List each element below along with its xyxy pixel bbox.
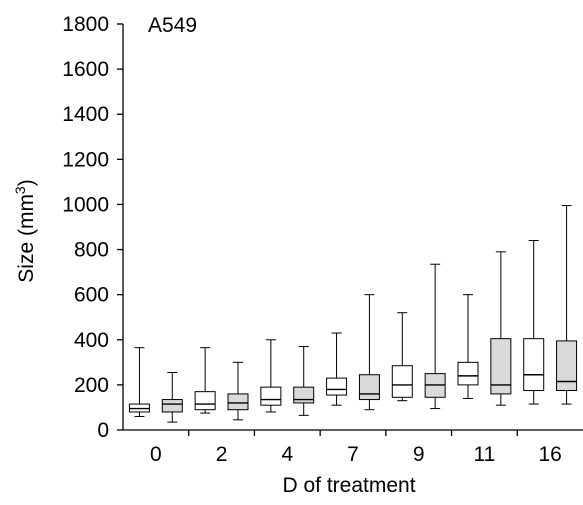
y-tick-label: 1600 <box>62 58 109 81</box>
y-ticks: 0 200 400 600 800 1000 1200 1400 1600 1800 <box>62 13 123 442</box>
box-iqr <box>457 361 479 386</box>
box-day-7-white <box>326 332 348 406</box>
y-axis-title-text: Size (mm <box>15 194 38 283</box>
panel-label: A549 <box>148 14 197 37</box>
x-tick-label: 11 <box>474 443 496 466</box>
box-iqr <box>326 377 348 396</box>
box-day-2-white <box>194 347 216 414</box>
box-day-7-gray <box>358 294 380 411</box>
y-tick-label: 1200 <box>62 148 109 171</box>
y-axis-title: Size (mm3) <box>12 179 38 282</box>
x-tick-label: 0 <box>150 443 162 466</box>
x-tick-label: 9 <box>413 443 425 466</box>
box-iqr <box>227 393 249 411</box>
axes <box>122 24 583 431</box>
x-tick-label: 16 <box>538 443 561 466</box>
x-tick-label: 2 <box>216 443 228 466</box>
x-tick-label: 4 <box>281 443 293 466</box>
box-iqr <box>194 391 216 411</box>
box-iqr <box>161 399 183 413</box>
x-tick-label: 7 <box>347 443 359 466</box>
box-day-2-gray <box>227 361 249 421</box>
box-iqr <box>523 338 545 392</box>
y-tick-label: 200 <box>74 374 109 397</box>
box-day-16-white <box>523 240 545 405</box>
x-ticks: 0 2 4 7 9 11 16 <box>150 430 562 466</box>
x-axis-title: D of treatment <box>282 474 415 497</box>
y-tick-label: 800 <box>74 239 109 262</box>
box-day-9-gray <box>424 263 446 410</box>
box-iqr <box>260 386 282 406</box>
box-iqr <box>293 386 315 404</box>
boxes <box>128 205 578 423</box>
y-tick-label: 1400 <box>62 103 109 126</box>
box-day-16-gray <box>556 205 578 405</box>
box-day-4-gray <box>293 346 315 416</box>
box-iqr <box>490 338 512 395</box>
y-axis-title-suffix: ) <box>15 179 38 186</box>
y-axis-title-superscript: 3 <box>12 186 28 194</box>
box-iqr <box>358 374 380 401</box>
y-tick-label: 1800 <box>62 13 109 36</box>
y-tick-label: 1000 <box>62 193 109 216</box>
box-day-0-gray <box>161 371 183 423</box>
box-day-0-white <box>128 347 150 417</box>
y-tick-label: 400 <box>74 329 109 352</box>
box-iqr <box>391 365 413 398</box>
box-day-11-white <box>457 294 479 399</box>
box-day-9-white <box>391 312 413 402</box>
box-iqr <box>556 340 578 392</box>
y-tick-label: 0 <box>97 419 109 442</box>
y-tick-label: 600 <box>74 284 109 307</box>
box-day-11-gray <box>490 251 512 406</box>
box-day-4-white <box>260 339 282 413</box>
